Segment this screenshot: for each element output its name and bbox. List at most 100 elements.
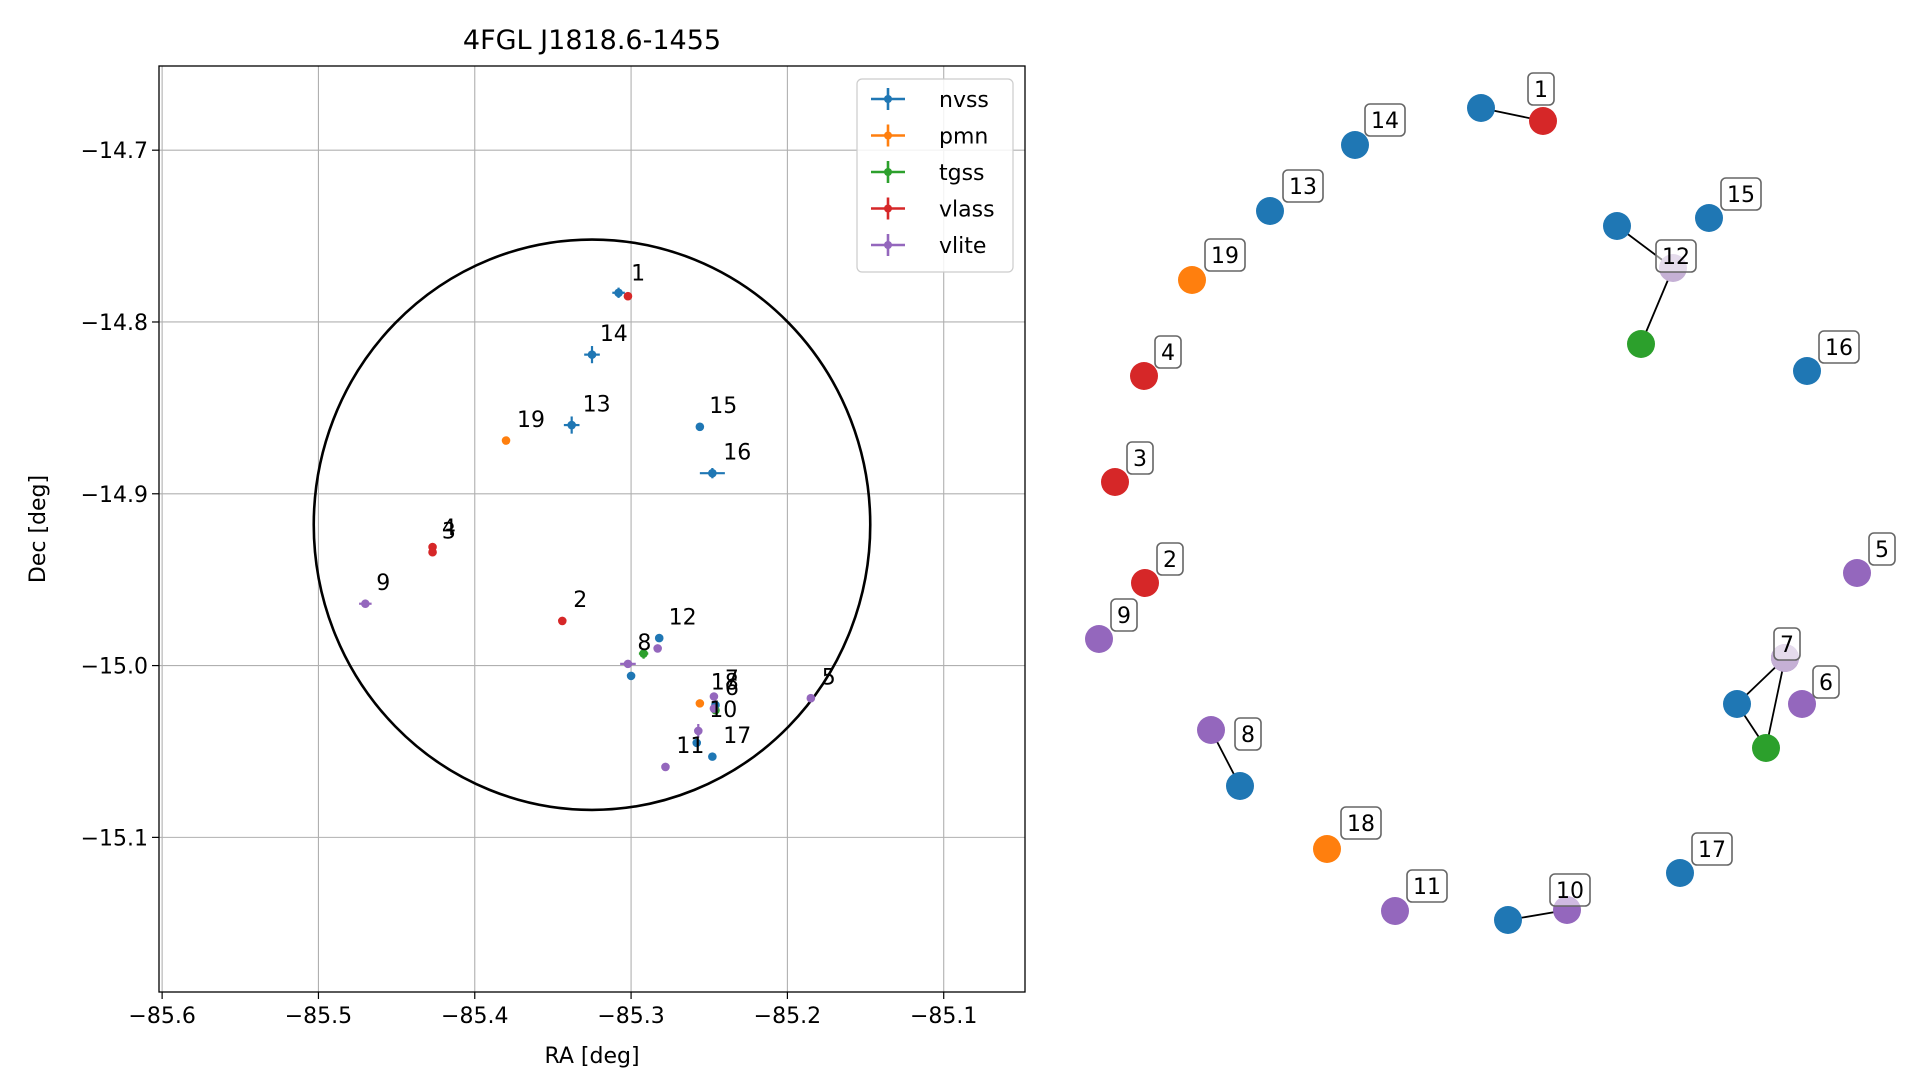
point-label: 4	[442, 516, 456, 541]
label-box	[1549, 873, 1591, 907]
label-box	[1691, 832, 1733, 866]
label-text: 6	[1819, 671, 1833, 696]
legend-label: nvss	[939, 88, 989, 113]
point-label: 18	[711, 671, 739, 696]
label-text: 16	[1825, 336, 1853, 361]
label-box	[1773, 627, 1801, 661]
network-node	[1723, 690, 1751, 718]
network-node-label: 10	[1549, 873, 1591, 907]
label-box	[1818, 330, 1860, 364]
label-text: 9	[1117, 604, 1131, 629]
network-node	[1793, 357, 1821, 385]
legend-label: tgss	[939, 161, 985, 186]
network-node	[1843, 559, 1871, 587]
y-tick-label: −14.7	[81, 139, 148, 164]
x-tick-label: −85.4	[441, 1004, 508, 1029]
label-box	[1234, 717, 1262, 751]
point-label: 8	[637, 631, 651, 656]
label-box	[1154, 335, 1182, 369]
label-text: 7	[1780, 633, 1794, 658]
label-box	[1406, 869, 1448, 903]
label-text: 15	[1727, 183, 1755, 208]
axis-ticks: −85.6 −85.5 −85.4 −85.3 −85.2 −85.1 −14.7 −14.8…	[81, 139, 978, 1029]
network-node-label: 5	[1868, 532, 1896, 566]
label-box	[1527, 72, 1555, 106]
network-node	[1695, 204, 1723, 232]
label-text: 13	[1289, 175, 1317, 200]
label-text: 11	[1413, 875, 1441, 900]
label-text: 14	[1371, 109, 1399, 134]
point-label: 12	[669, 605, 697, 630]
data-point	[708, 752, 717, 761]
scatter-panel: 4FGL J1818.6-1455 1 14 19 13 15 16 43 9 2 12 8 5 187…	[26, 25, 1026, 1069]
series-vlite	[359, 599, 816, 772]
network-node	[1666, 859, 1694, 887]
network-node	[1467, 94, 1495, 122]
data-point	[623, 291, 633, 301]
network-node-label: 7	[1773, 627, 1801, 661]
network-node	[1603, 212, 1631, 240]
network-node	[1178, 266, 1206, 294]
point-label: 19	[517, 408, 545, 433]
y-tick-label: −15.0	[81, 655, 148, 680]
legend-marker-dot	[884, 241, 892, 249]
network-node-label: 17	[1691, 832, 1733, 866]
network-node	[1529, 107, 1557, 135]
network-node-label: 15	[1720, 177, 1762, 211]
data-point	[567, 420, 576, 430]
y-tick-label: −14.8	[81, 311, 148, 336]
legend-entry-vlass: vlass	[871, 197, 995, 223]
legend-entry-tgss: tgss	[871, 161, 985, 186]
data-point	[361, 599, 370, 609]
network-node	[1341, 131, 1369, 159]
label-text: 10	[1556, 879, 1584, 904]
series-tgss	[638, 648, 720, 715]
point-label: 16	[723, 440, 751, 465]
label-text: 8	[1241, 723, 1255, 748]
confidence-ellipse-layer	[312, 238, 872, 812]
legend-entry-nvss: nvss	[871, 88, 989, 113]
label-box	[1655, 239, 1697, 273]
label-text: 18	[1347, 812, 1375, 837]
data-point	[806, 693, 816, 703]
label-box	[1204, 238, 1246, 272]
series-vlass	[428, 291, 633, 626]
network-edge	[1765, 657, 1786, 749]
network-node-label: 9	[1110, 598, 1138, 632]
data-point	[557, 616, 567, 626]
network-edges	[1210, 107, 1786, 921]
data-point	[692, 738, 702, 748]
network-node	[1627, 330, 1655, 358]
label-text: 2	[1163, 548, 1177, 573]
network-node-label: 18	[1340, 806, 1382, 840]
label-box	[1282, 169, 1324, 203]
series-pmn	[501, 436, 705, 708]
point-label: 14	[600, 322, 628, 347]
label-box	[1364, 103, 1406, 137]
network-node	[1313, 835, 1341, 863]
data-point	[653, 644, 662, 653]
network-node	[1256, 197, 1284, 225]
network-node-label: 2	[1156, 542, 1184, 576]
legend: nvss pmn tgss vlass vlite	[856, 78, 1014, 273]
network-node	[1226, 772, 1254, 800]
network-node	[1197, 716, 1225, 744]
network-node	[1085, 625, 1113, 653]
data-point	[614, 288, 623, 298]
series-nvss	[563, 287, 725, 761]
x-tick-label: −85.2	[754, 1004, 821, 1029]
plot-frame	[158, 65, 1026, 993]
data-point	[428, 547, 437, 557]
legend-marker-dot	[884, 204, 892, 213]
label-box	[1812, 665, 1840, 699]
label-box	[1110, 598, 1138, 632]
legend-box	[856, 78, 1014, 273]
network-labels: 1 14 13 19 12 15 4 16 3 2 9 5 76 8 18 17 11 10	[1110, 72, 1896, 907]
network-node-label: 14	[1364, 103, 1406, 137]
label-text: 3	[1133, 447, 1147, 472]
y-tick-label: −15.1	[81, 826, 148, 851]
network-node-label: 13	[1282, 169, 1324, 203]
data-point	[695, 699, 705, 708]
label-box	[1720, 177, 1762, 211]
